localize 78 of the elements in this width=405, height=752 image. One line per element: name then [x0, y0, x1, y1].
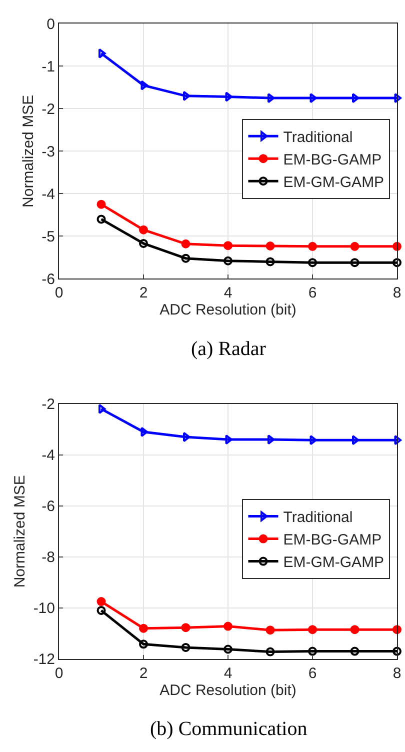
- y-tick-label: 0: [46, 16, 55, 33]
- legend-label: EM-BG-GAMP: [283, 532, 382, 549]
- point: [350, 625, 360, 634]
- point: [308, 242, 317, 251]
- y-tick-label: -12: [33, 651, 55, 668]
- point: [266, 647, 275, 656]
- x-axis-title: ADC Resolution (bit): [160, 302, 296, 319]
- point: [139, 225, 148, 234]
- point: [392, 646, 402, 656]
- x-tick-label: 4: [224, 284, 232, 302]
- y-tick-label: -1: [42, 58, 55, 76]
- legend-label: EM-BG-GAMP: [283, 151, 382, 168]
- legend-label: Traditional: [283, 509, 353, 526]
- point: [394, 93, 402, 104]
- y-tick-label: -3: [42, 143, 55, 160]
- point: [268, 434, 275, 445]
- y-tick-label: -2: [42, 100, 55, 118]
- x-axis-title: ADC Resolution (bit): [160, 682, 296, 699]
- y-tick-label: -6: [42, 498, 55, 516]
- point: [266, 626, 275, 635]
- point: [181, 239, 190, 248]
- point: [350, 646, 360, 656]
- text: (a) Radar: [191, 338, 266, 360]
- point: [308, 646, 317, 656]
- y-tick-label: -4: [42, 447, 55, 464]
- point: [224, 644, 232, 654]
- point: [139, 640, 148, 649]
- point: [181, 642, 190, 652]
- point: [183, 90, 190, 101]
- y-tick-label: -8: [42, 549, 55, 566]
- point: [308, 258, 317, 268]
- x-tick-label: 8: [392, 284, 402, 302]
- point: [310, 435, 317, 446]
- point: [96, 200, 106, 209]
- point: [139, 624, 148, 633]
- y-tick-label: -2: [42, 396, 55, 414]
- y-tick-label: -4: [42, 186, 55, 203]
- x-tick-label: 8: [392, 664, 402, 682]
- point: [96, 214, 106, 224]
- point: [352, 435, 360, 446]
- point: [350, 242, 360, 251]
- x-tick-label: 2: [139, 284, 148, 302]
- point: [310, 93, 317, 104]
- legend-label: EM-GM-GAMP: [283, 174, 384, 191]
- point: [266, 242, 275, 250]
- x-tick-label: 6: [308, 664, 317, 682]
- point: [225, 92, 232, 102]
- x-tick-label: 6: [308, 284, 317, 302]
- point: [224, 241, 232, 250]
- point: [350, 258, 360, 268]
- y-tick-label: -6: [42, 270, 55, 288]
- point: [98, 48, 106, 58]
- legend-label: EM-GM-GAMP: [283, 554, 384, 572]
- point: [98, 404, 106, 414]
- x-tick-label: 2: [139, 664, 148, 682]
- y-axis-title: Normalized MSE: [12, 475, 29, 588]
- legend-label: Traditional: [283, 128, 353, 146]
- point: [266, 257, 275, 266]
- point: [224, 256, 232, 266]
- point: [268, 93, 275, 104]
- point: [181, 254, 190, 263]
- point: [140, 80, 148, 90]
- point: [394, 435, 402, 446]
- x-tick-label: 4: [224, 664, 232, 682]
- point: [352, 93, 360, 104]
- point: [96, 597, 106, 606]
- text: (b) Communication: [150, 718, 308, 740]
- point: [181, 623, 190, 632]
- point: [308, 625, 317, 634]
- point: [139, 238, 148, 248]
- point: [96, 606, 106, 615]
- y-axis-title: Normalized MSE: [20, 94, 37, 208]
- point: [392, 258, 402, 268]
- point: [140, 426, 148, 437]
- point: [225, 434, 232, 445]
- y-tick-label: -10: [33, 600, 55, 618]
- y-tick-label: -5: [42, 228, 55, 246]
- point: [224, 622, 232, 631]
